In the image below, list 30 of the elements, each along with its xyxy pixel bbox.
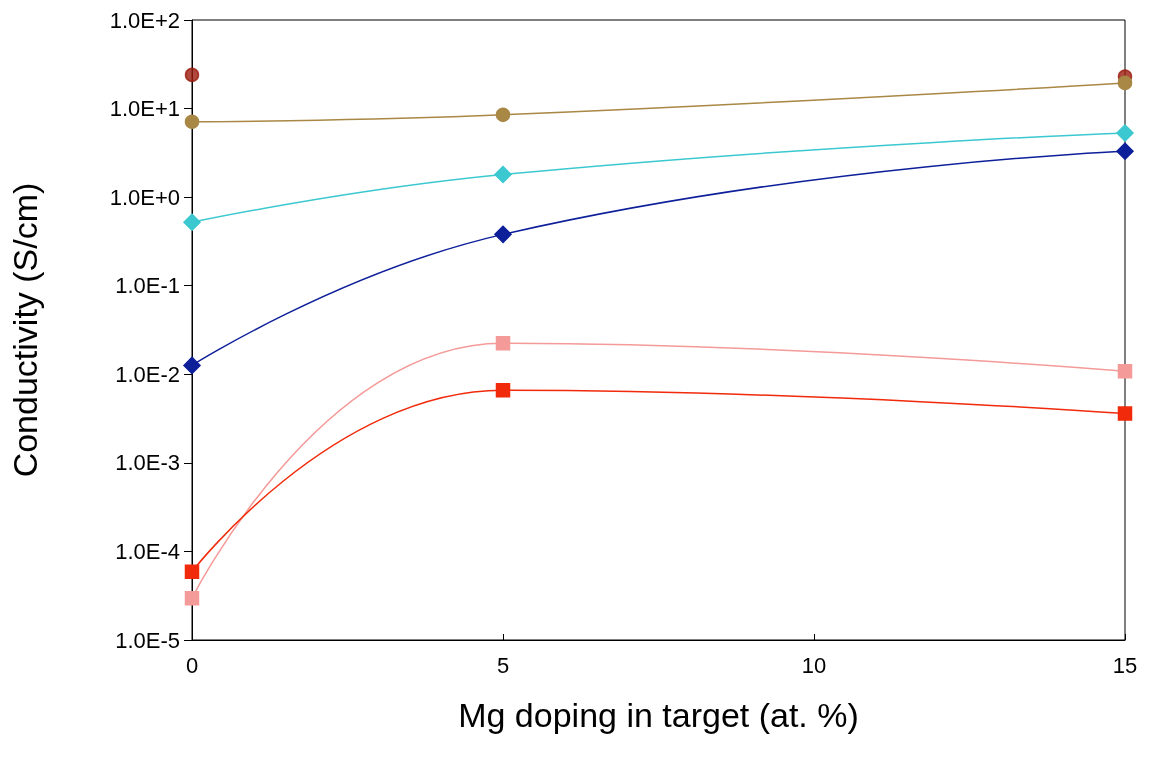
point	[1116, 142, 1134, 160]
x-tick-label: 15	[1112, 652, 1138, 678]
point	[183, 213, 201, 232]
point	[495, 336, 511, 351]
point	[1117, 406, 1133, 421]
point	[184, 591, 200, 606]
y-tick-label: 1.0E-3	[115, 450, 180, 476]
point	[184, 564, 200, 579]
point	[184, 114, 200, 129]
x-tick-label: 0	[185, 652, 199, 678]
point	[495, 383, 511, 398]
point	[183, 356, 201, 375]
point	[1117, 364, 1133, 379]
y-tick-label: 1.0E-4	[115, 538, 180, 564]
y-tick-label: 1.0E+2	[109, 7, 180, 33]
point	[1116, 124, 1134, 142]
point	[494, 165, 512, 184]
x-axis-title: Mg doping in target (at. %)	[458, 696, 859, 734]
y-tick-label: 1.0E+0	[109, 184, 180, 210]
point	[184, 67, 200, 83]
point	[1117, 75, 1133, 91]
y-tick-label: 1.0E-1	[115, 273, 180, 299]
y-tick-label: 1.0E+1	[109, 96, 180, 122]
y-axis-title: Conductivity (S/cm)	[6, 182, 44, 478]
x-tick-label: 10	[801, 652, 827, 678]
y-tick-label: 1.0E-5	[115, 627, 180, 653]
point	[494, 225, 512, 244]
x-tick-label: 5	[496, 652, 510, 678]
point	[495, 107, 511, 123]
y-tick-label: 1.0E-2	[115, 361, 180, 387]
